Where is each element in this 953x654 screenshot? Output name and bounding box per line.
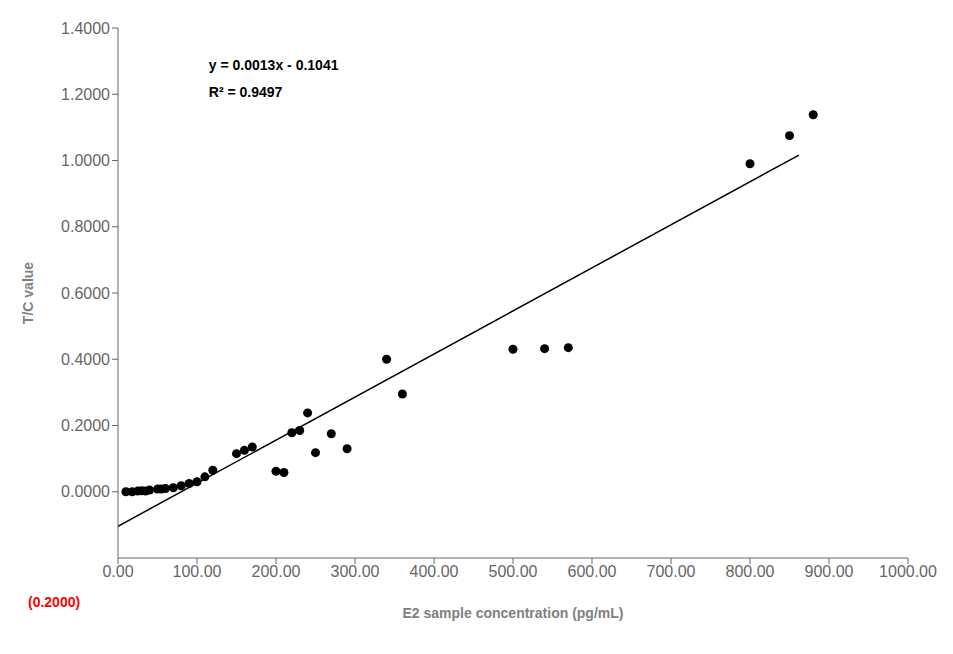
- svg-text:1.0000: 1.0000: [61, 152, 110, 169]
- svg-text:T/C value: T/C value: [20, 262, 36, 324]
- svg-text:900.00: 900.00: [805, 563, 854, 580]
- html-text:R² = 0.9497: R² = 0.9497: [208, 83, 283, 100]
- svg-text:0.0000: 0.0000: [61, 483, 110, 500]
- svg-text:1.4000: 1.4000: [61, 20, 110, 37]
- svg-text:600.00: 600.00: [568, 563, 617, 580]
- svg-text:200.00: 200.00: [252, 563, 301, 580]
- svg-text:0.6000: 0.6000: [61, 285, 110, 302]
- html-text:(0.2000): (0.2000): [28, 594, 81, 610]
- svg-text:0.4000: 0.4000: [61, 351, 110, 368]
- svg-text:400.00: 400.00: [410, 563, 459, 580]
- svg-text:100.00: 100.00: [173, 563, 222, 580]
- svg-text:0.00: 0.00: [102, 563, 133, 580]
- svg-text:0.2000: 0.2000: [61, 417, 110, 434]
- svg-text:E2 sample concentration (pg/mL: E2 sample concentration (pg/mL): [403, 605, 624, 621]
- svg-text:300.00: 300.00: [331, 563, 380, 580]
- html-text:y = 0.0013x - 0.1041: y = 0.0013x - 0.1041: [208, 57, 339, 74]
- svg-text:1000.00: 1000.00: [879, 563, 937, 580]
- svg-text:0.8000: 0.8000: [61, 218, 110, 235]
- svg-text:800.00: 800.00: [726, 563, 775, 580]
- svg-text:500.00: 500.00: [489, 563, 538, 580]
- svg-text:1.2000: 1.2000: [61, 86, 110, 103]
- svg-text:700.00: 700.00: [647, 563, 696, 580]
